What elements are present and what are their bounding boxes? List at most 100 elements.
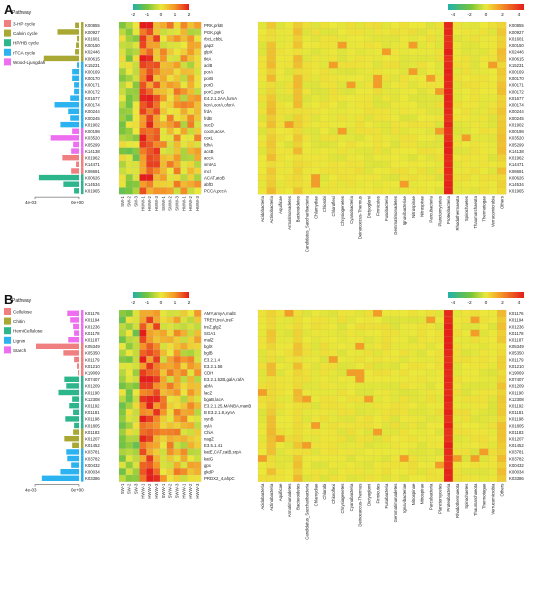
taxa-cell [373, 468, 383, 476]
taxa-cell [479, 81, 489, 89]
ko-label-right: K00174 [509, 103, 524, 108]
bar [75, 49, 79, 55]
taxa-cell [266, 402, 276, 410]
taxa-cell [311, 375, 321, 383]
heat-cell [132, 402, 140, 410]
taxa-cell [497, 329, 507, 337]
taxa-cell [328, 154, 338, 162]
taxa-cell [470, 461, 480, 469]
heat-cell [139, 415, 147, 423]
heat-cell [146, 362, 154, 370]
taxa-cell [417, 55, 427, 62]
ko-label-right: K01677 [509, 96, 524, 101]
taxa-cell [311, 35, 321, 43]
taxa-cell [497, 41, 507, 49]
taxa-cell [373, 369, 383, 377]
taxa-cell [443, 127, 454, 135]
heat-cell [125, 167, 133, 175]
taxa-cell [364, 316, 374, 324]
taxa-cell [461, 21, 471, 29]
taxa-cell [426, 402, 436, 410]
taxa-label: Ignavibacteriae [402, 483, 407, 513]
heat-cell [187, 88, 195, 96]
taxa-cell [408, 160, 418, 168]
taxa-cell [488, 55, 498, 62]
group-strip [81, 428, 84, 436]
taxa-cell [275, 356, 285, 364]
heat-cell [159, 336, 168, 344]
taxa-cell [284, 316, 294, 324]
taxa-cell [275, 375, 285, 383]
taxa-cell [275, 329, 285, 337]
taxa-cell [452, 468, 462, 476]
taxa-cell [497, 435, 507, 443]
taxa-cell [461, 121, 471, 129]
taxa-cell [381, 174, 392, 182]
heat-cell [180, 402, 188, 410]
taxa-cell [408, 356, 418, 364]
heat-cell [173, 127, 181, 135]
heat-cell [194, 28, 202, 36]
taxa-cell [293, 395, 303, 403]
heat-cell [139, 35, 147, 43]
heat-cell [139, 375, 147, 383]
taxa-cell [266, 309, 276, 317]
taxa-cell [364, 323, 374, 331]
taxa-cell [355, 134, 365, 142]
heat-cell [194, 61, 202, 69]
heat-cell [118, 107, 127, 115]
heat-cell [166, 187, 174, 195]
taxa-cell [479, 389, 489, 397]
taxa-cell [346, 408, 356, 416]
taxa-cell [364, 41, 374, 49]
taxa-cell [399, 41, 409, 49]
bar [74, 356, 79, 363]
taxa-cell [337, 309, 347, 317]
taxa-cell [461, 329, 471, 337]
taxa-cell [435, 167, 445, 175]
heat-cell [173, 147, 181, 155]
heat-cell [146, 329, 154, 337]
ko-label-right: K01192 [509, 404, 524, 409]
group-strip [81, 127, 84, 135]
taxa-cell [417, 127, 427, 135]
heat-cell [180, 342, 188, 350]
taxa-cell [257, 55, 268, 62]
taxa-cell [275, 422, 285, 430]
taxa-cell [443, 81, 454, 89]
taxa-cell [435, 362, 445, 370]
taxa-cell [426, 356, 436, 364]
heat-cell [194, 94, 202, 102]
taxa-cell [399, 107, 409, 115]
bar-tick-label: 0e+00 [71, 200, 84, 205]
heat-cell [180, 101, 188, 109]
ko-label-right: K03782 [509, 456, 524, 461]
taxa-cell [364, 395, 374, 403]
scale-tick: 4 [518, 12, 521, 18]
taxa-label: Gemmatimonadetes [393, 484, 398, 523]
taxa-label: Candidatus_Saccharibacteria [304, 196, 309, 253]
taxa-cell [443, 329, 454, 337]
taxa-cell [266, 389, 276, 397]
taxa-cell [390, 68, 400, 76]
legend-label: Chitin [13, 319, 25, 324]
heat-cell [166, 382, 174, 390]
taxa-cell [302, 336, 312, 344]
taxa-cell [452, 408, 462, 416]
taxa-cell [381, 474, 392, 482]
taxa-label: Verrucomicrobia [490, 196, 495, 228]
ko-label-right: K01965 [509, 189, 524, 194]
taxa-cell [417, 35, 427, 43]
heat-cell [146, 61, 154, 69]
taxa-cell [488, 389, 498, 397]
taxa-cell [284, 408, 294, 416]
taxa-cell [319, 402, 330, 410]
heat-cell [187, 167, 195, 175]
ko-label: K15231 [85, 63, 100, 68]
heat-cell [153, 455, 161, 463]
gene-label: nagZ [204, 437, 214, 442]
taxa-cell [426, 329, 436, 337]
taxa-cell [470, 422, 480, 430]
ko-label: K01176 [85, 311, 100, 316]
taxa-cell [488, 21, 498, 29]
